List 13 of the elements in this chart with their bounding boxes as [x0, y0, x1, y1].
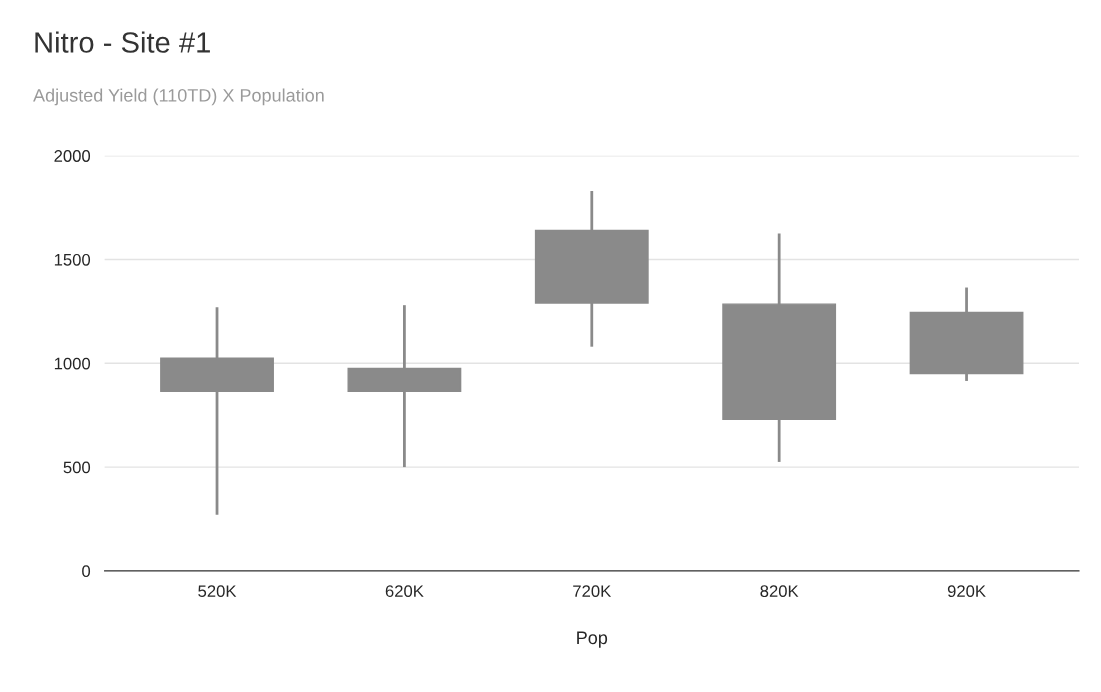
chart-subtitle: Adjusted Yield (110TD) X Population — [33, 88, 324, 106]
y-tick-label: 500 — [63, 461, 91, 474]
y-tick-label: 1000 — [54, 357, 91, 370]
chart-title: Nitro - Site #1 — [35, 31, 210, 53]
x-tick-label: 920K — [947, 585, 986, 598]
x-axis-title: Pop — [577, 631, 608, 648]
x-tick-label: 520K — [198, 585, 237, 598]
x-tick-label: 620K — [385, 585, 424, 598]
y-tick-label: 1500 — [54, 253, 91, 266]
x-tick-label: 720K — [573, 585, 612, 598]
y-tick-label: 2000 — [54, 150, 91, 162]
x-tick-label: 820K — [760, 585, 799, 598]
y-tick-label: 0 — [82, 565, 91, 578]
